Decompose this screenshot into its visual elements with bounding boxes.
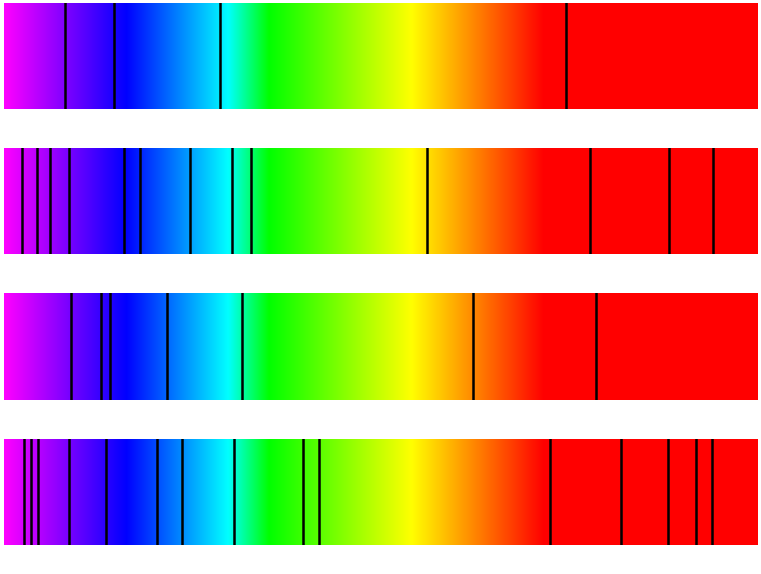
Text: 700: 700 — [644, 122, 667, 135]
Text: 600: 600 — [441, 267, 463, 281]
Text: 600: 600 — [441, 122, 463, 135]
Text: 400: 400 — [33, 267, 56, 281]
Text: 500: 500 — [237, 267, 260, 281]
Text: 400: 400 — [33, 558, 56, 571]
Text: 500: 500 — [237, 558, 260, 571]
Text: 600: 600 — [441, 558, 463, 571]
Text: 600: 600 — [441, 413, 463, 426]
Text: 500: 500 — [237, 413, 260, 426]
Text: 400: 400 — [33, 122, 56, 135]
Text: 400: 400 — [33, 413, 56, 426]
Text: 500: 500 — [237, 122, 260, 135]
Text: 700: 700 — [644, 267, 667, 281]
Text: 700: 700 — [644, 413, 667, 426]
Text: 700: 700 — [644, 558, 667, 571]
